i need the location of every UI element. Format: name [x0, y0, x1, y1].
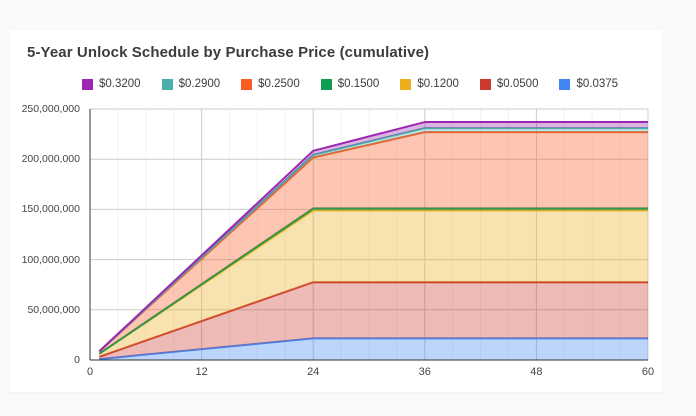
line-series-0-3200[interactable]	[98, 121, 648, 353]
chart-card: 5-Year Unlock Schedule by Purchase Price…	[10, 30, 662, 392]
legend-item-0-3200: $0.3200	[82, 78, 141, 90]
x-tick-label: 48	[530, 366, 543, 378]
legend-swatch-icon	[241, 78, 253, 90]
area-series-0-2500[interactable]	[99, 132, 649, 354]
legend-swatch-icon	[479, 78, 491, 90]
line-series-0-2900[interactable]	[98, 127, 648, 353]
x-tick-label: 0	[86, 366, 94, 378]
x-tick-label: 60	[641, 366, 655, 378]
legend-item-0-2900: $0.2900	[161, 78, 221, 90]
legend-swatch-icon	[400, 78, 412, 90]
legend-label: $0.0500	[496, 78, 539, 90]
area-series-0-0500[interactable]	[99, 282, 649, 360]
line-series-0-0500[interactable]	[98, 281, 648, 358]
legend-label: $0.2500	[258, 78, 300, 90]
x-tick-label: 24	[307, 366, 320, 378]
legend-item-0-1500: $0.1500	[320, 78, 380, 90]
y-tick-label: 200,000,000	[21, 153, 80, 166]
legend-item-0-0500: $0.0500	[479, 78, 539, 90]
legend-item-0-0375: $0.0375	[559, 78, 618, 90]
chart-legend: $0.3200 $0.2900 $0.2500 $0.1500 $0.1200 $0.05…	[82, 78, 618, 90]
line-series-0-2500[interactable]	[98, 131, 648, 353]
y-tick-label: 150,000,000	[21, 203, 80, 216]
legend-swatch-icon	[320, 78, 332, 90]
legend-label: $0.3200	[99, 78, 141, 90]
area-series-0-1200[interactable]	[99, 210, 649, 357]
x-tick-label: 36	[418, 366, 431, 378]
line-series-0-0375[interactable]	[99, 337, 648, 361]
legend-label: $0.2900	[178, 78, 221, 90]
stacked-area-chart[interactable]	[10, 30, 662, 392]
legend-label: $0.0375	[576, 78, 619, 90]
chart-title: 5-Year Unlock Schedule by Purchase Price…	[27, 44, 430, 61]
legend-swatch-icon	[161, 78, 173, 90]
legend-label: $0.1200	[417, 78, 459, 90]
legend-item-0-1200: $0.1200	[400, 78, 459, 90]
y-tick-label: 50,000,000	[27, 303, 80, 316]
line-series-0-1500[interactable]	[98, 207, 648, 355]
y-tick-label: 0	[74, 354, 80, 366]
legend-swatch-icon	[559, 78, 571, 90]
legend-label: $0.1500	[337, 78, 380, 90]
legend-swatch-icon	[82, 78, 93, 90]
y-tick-label: 250,000,000	[21, 103, 80, 115]
y-tick-label: 100,000,000	[21, 253, 80, 266]
x-tick-label: 12	[195, 366, 208, 378]
area-series-0-0375[interactable]	[99, 338, 649, 360]
legend-item-0-2500: $0.2500	[241, 78, 300, 90]
